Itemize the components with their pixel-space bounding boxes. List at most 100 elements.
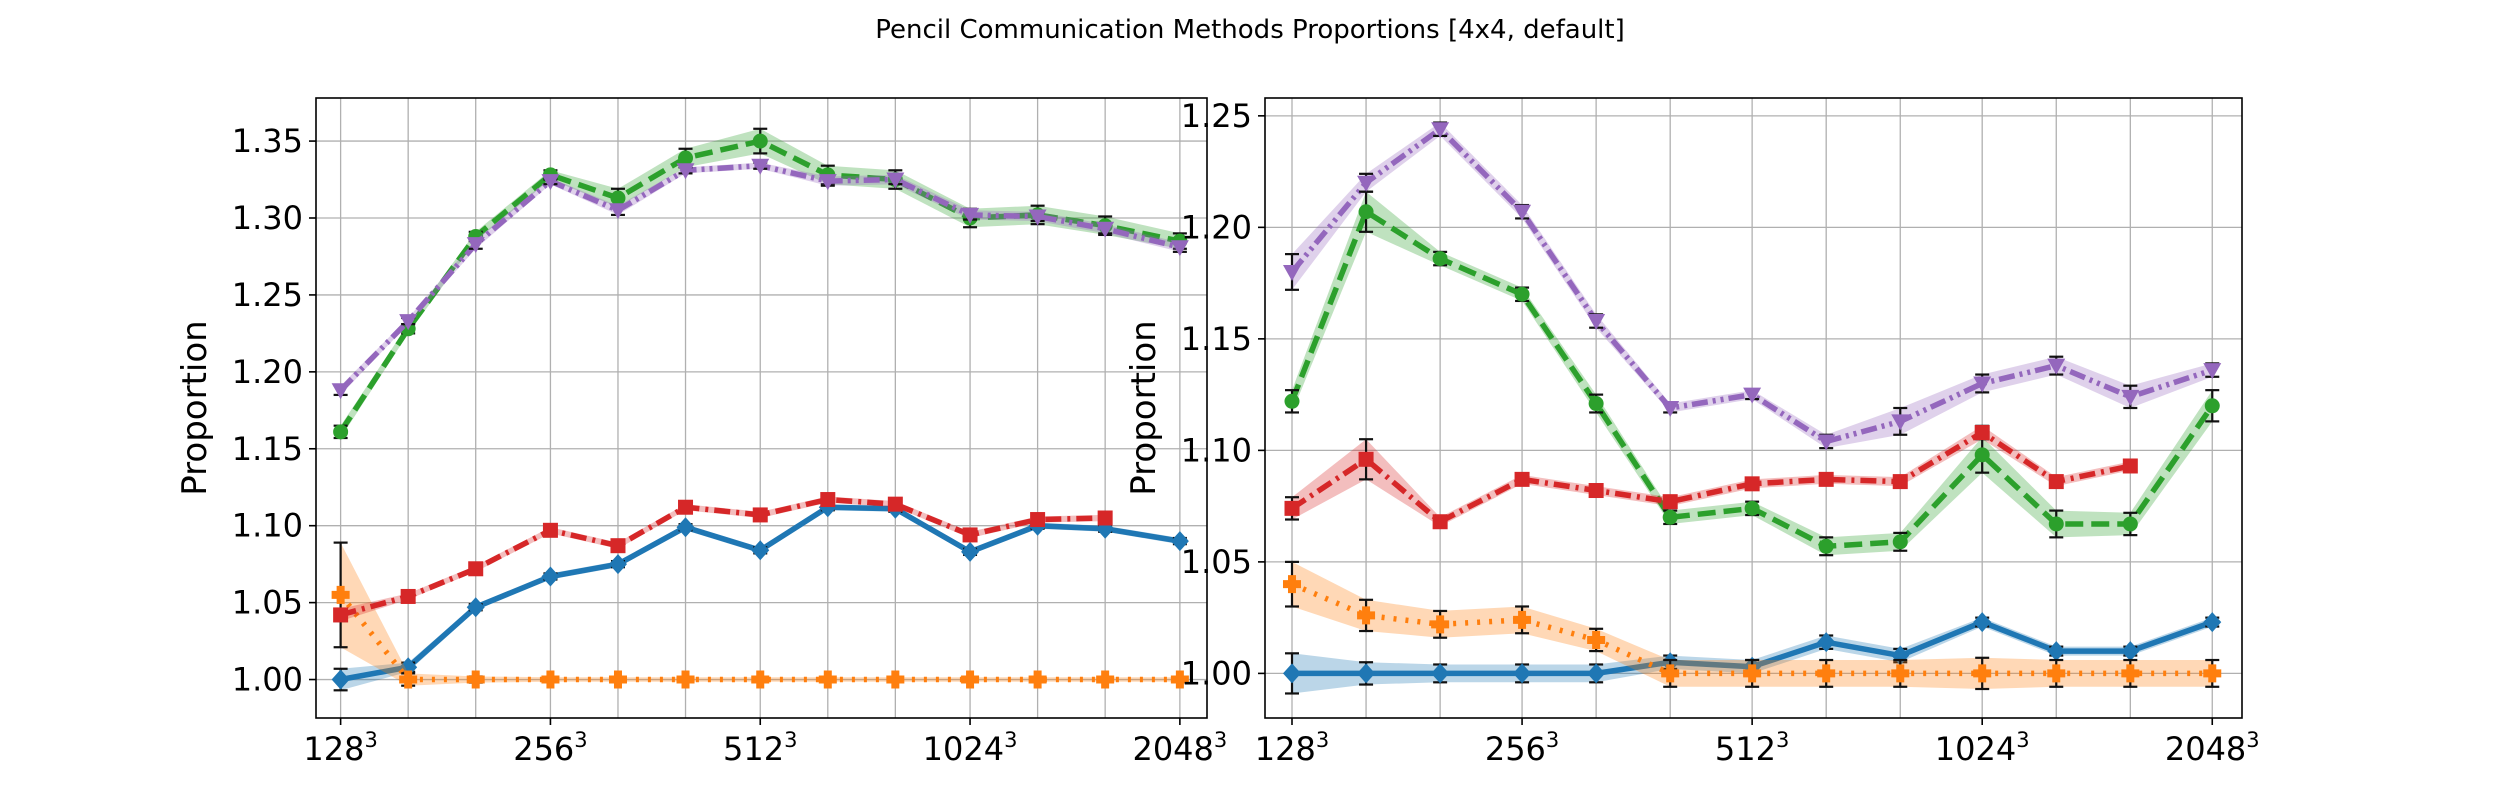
- data-point: [1170, 240, 1189, 257]
- data-point: [1513, 610, 1532, 629]
- data-point: [751, 670, 770, 689]
- data-point: [886, 172, 905, 189]
- figure-title: Pencil Communication Methods Proportions…: [875, 15, 1624, 45]
- x-tick-base: 512: [723, 730, 784, 768]
- data-point: [399, 670, 418, 689]
- data-point: [1892, 474, 1908, 490]
- data-point: [610, 190, 626, 206]
- x-tick-base: 1024: [1935, 730, 2016, 768]
- data-point: [1357, 663, 1376, 684]
- data-point: [818, 670, 837, 689]
- data-point: [2047, 641, 2066, 662]
- grid: [316, 98, 1207, 718]
- data-point: [541, 174, 560, 191]
- data-point: [1974, 447, 1990, 463]
- data-point: [1974, 425, 1990, 441]
- data-point: [886, 670, 905, 689]
- series-line: [1290, 429, 2131, 525]
- data-point: [887, 496, 903, 512]
- data-point: [1170, 670, 1189, 689]
- y-tick-label: 1.10: [1181, 431, 1252, 469]
- x-tick-base: 2048: [2165, 730, 2246, 768]
- data-point: [1028, 670, 1047, 689]
- series-2: [331, 541, 1189, 689]
- data-point: [1514, 471, 1530, 487]
- y-tick-label: 1.25: [232, 276, 303, 314]
- data-point: [1170, 531, 1189, 552]
- data-point: [2048, 516, 2064, 532]
- data-point: [399, 657, 418, 678]
- data-point: [1432, 251, 1448, 267]
- data-point: [962, 527, 978, 543]
- data-point: [2047, 358, 2066, 375]
- data-point: [1588, 483, 1604, 499]
- x-tick-label: 20483: [2165, 728, 2260, 768]
- plot-frame: [1264, 97, 2243, 719]
- data-point: [1357, 606, 1376, 625]
- x-tick-exponent: 3: [1316, 728, 1329, 752]
- x-tick-base: 128: [1255, 730, 1316, 768]
- data-point: [1097, 510, 1113, 526]
- data-point: [331, 585, 350, 604]
- data-point: [1358, 204, 1374, 220]
- data-point: [1973, 664, 1992, 683]
- y-tick-label: 1.35: [232, 122, 303, 160]
- series-5: [331, 158, 1189, 400]
- y-tick-label: 1.00: [1181, 654, 1252, 692]
- y-tick-label: 1.25: [1181, 97, 1252, 135]
- data-point: [1587, 663, 1606, 684]
- data-point: [1744, 500, 1760, 516]
- series-2: [1282, 560, 2222, 691]
- data-point: [2121, 389, 2140, 406]
- series-4: [1284, 424, 2138, 530]
- data-point: [608, 203, 627, 220]
- data-point: [1030, 512, 1046, 528]
- x-tick-base: 256: [1485, 730, 1546, 768]
- x-tick-label: 5123: [723, 728, 797, 768]
- x-tick-exponent: 3: [784, 728, 797, 752]
- series-5: [1282, 121, 2222, 451]
- series-line: [339, 496, 1106, 618]
- data-point: [1096, 670, 1115, 689]
- x-tick-label: 10243: [923, 728, 1018, 768]
- x-tick-base: 512: [1715, 730, 1776, 768]
- x-tick-label: 10243: [1935, 728, 2030, 768]
- data-point: [608, 554, 627, 575]
- x-tick-label: 2563: [1485, 728, 1559, 768]
- data-point: [466, 237, 485, 254]
- x-tick-exponent: 3: [1546, 728, 1559, 752]
- y-tick-label: 1.30: [232, 199, 303, 237]
- data-point: [1817, 434, 1836, 451]
- data-point: [1743, 387, 1762, 404]
- data-point: [1431, 122, 1450, 139]
- data-point: [1662, 509, 1678, 525]
- data-point: [1513, 204, 1532, 221]
- data-point: [333, 424, 349, 440]
- data-point: [961, 207, 980, 224]
- x-tick-label: 1283: [303, 728, 377, 768]
- data-point: [1662, 494, 1678, 510]
- data-point: [2203, 664, 2222, 683]
- data-point: [1818, 538, 1834, 554]
- data-point: [1514, 286, 1530, 302]
- data-point: [466, 597, 485, 618]
- data-point: [331, 383, 350, 400]
- y-tick-label: 1.05: [232, 584, 303, 622]
- data-point: [1284, 393, 1300, 409]
- y-tick-label: 1.05: [1181, 543, 1252, 581]
- x-tick-base: 1024: [923, 730, 1004, 768]
- data-point: [820, 492, 836, 508]
- x-tick-label: 2563: [513, 728, 587, 768]
- data-point: [2048, 474, 2064, 490]
- data-point: [331, 669, 350, 690]
- data-point: [2122, 516, 2138, 532]
- data-point: [1817, 632, 1836, 653]
- data-point: [541, 566, 560, 587]
- data-point: [751, 540, 770, 561]
- data-point: [1588, 396, 1604, 412]
- data-point: [1743, 664, 1762, 683]
- data-point: [1431, 663, 1450, 684]
- data-point: [399, 314, 418, 331]
- y-axis-label: Proportion: [175, 320, 215, 495]
